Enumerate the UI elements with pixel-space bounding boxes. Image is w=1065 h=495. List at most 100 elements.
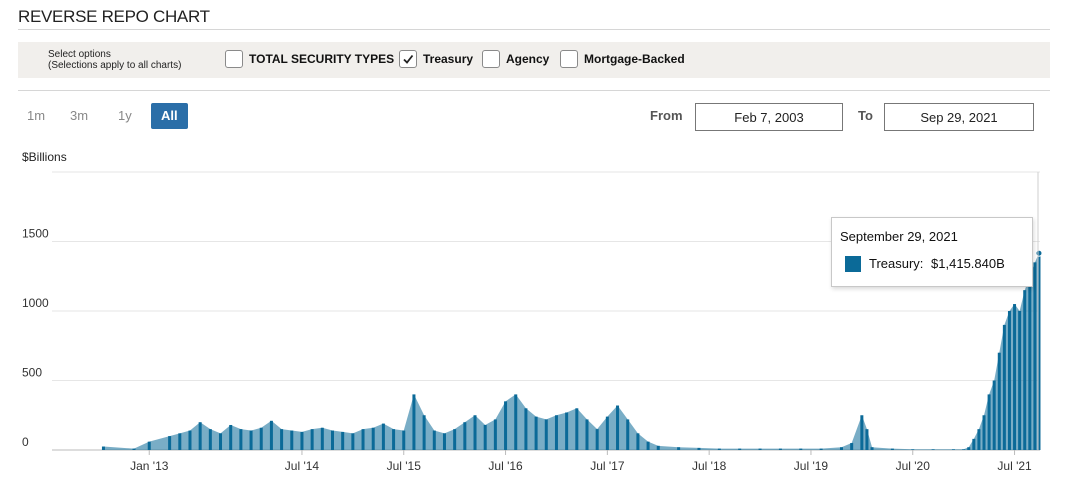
option-mortgage-backed[interactable]: Mortgage-Backed	[560, 50, 685, 68]
treasury-bar[interactable]	[219, 433, 223, 450]
treasury-bar[interactable]	[300, 431, 304, 450]
treasury-bar[interactable]	[738, 448, 742, 450]
treasury-bar[interactable]	[1023, 290, 1027, 450]
treasury-bar[interactable]	[616, 405, 620, 450]
treasury-bar[interactable]	[101, 446, 105, 450]
treasury-bar[interactable]	[554, 415, 558, 450]
treasury-bar[interactable]	[677, 447, 681, 450]
treasury-bar[interactable]	[717, 448, 721, 450]
treasury-bar[interactable]	[697, 447, 701, 450]
treasury-bar[interactable]	[626, 419, 630, 450]
range-button-1m[interactable]: 1m	[27, 108, 46, 123]
treasury-bar[interactable]	[432, 430, 436, 450]
treasury-bar[interactable]	[239, 429, 243, 450]
treasury-bar[interactable]	[870, 447, 874, 450]
treasury-bar[interactable]	[1028, 276, 1032, 450]
treasury-bar[interactable]	[147, 441, 151, 450]
treasury-bar[interactable]	[951, 449, 955, 450]
treasury-bar[interactable]	[1037, 253, 1041, 450]
treasury-bar[interactable]	[890, 448, 894, 450]
page-title: REVERSE REPO CHART	[18, 7, 210, 26]
treasury-bar[interactable]	[371, 427, 375, 450]
treasury-bar[interactable]	[473, 415, 477, 450]
range-button-1y[interactable]: 1y	[118, 108, 132, 123]
treasury-bar[interactable]	[865, 429, 869, 450]
treasury-bar[interactable]	[290, 430, 294, 450]
treasury-bar[interactable]	[962, 449, 966, 450]
treasury-bar[interactable]	[992, 380, 996, 451]
treasury-bar[interactable]	[860, 415, 864, 450]
treasury-bar[interactable]	[504, 401, 508, 450]
treasury-bar[interactable]	[605, 416, 609, 450]
treasury-bar[interactable]	[269, 420, 273, 450]
treasury-bar[interactable]	[850, 443, 854, 450]
treasury-bar[interactable]	[778, 448, 782, 450]
treasury-bar[interactable]	[656, 445, 660, 450]
treasury-bar[interactable]	[1002, 324, 1006, 450]
from-date-input[interactable]	[695, 103, 843, 131]
treasury-bar[interactable]	[1018, 311, 1022, 450]
checkbox-total-security-types[interactable]	[225, 50, 243, 68]
treasury-bar[interactable]	[524, 408, 528, 450]
treasury-bar[interactable]	[636, 433, 640, 450]
treasury-bar[interactable]	[330, 430, 334, 450]
treasury-bar[interactable]	[412, 394, 416, 450]
treasury-bar[interactable]	[188, 430, 192, 450]
treasury-bar[interactable]	[987, 394, 991, 450]
treasury-bar[interactable]	[575, 408, 579, 450]
checkbox-agency[interactable]	[482, 50, 500, 68]
treasury-bar[interactable]	[249, 430, 253, 450]
treasury-bar[interactable]	[646, 441, 650, 450]
treasury-bar[interactable]	[422, 415, 426, 450]
treasury-bar[interactable]	[819, 448, 823, 450]
treasury-bar[interactable]	[493, 419, 497, 450]
treasury-bar[interactable]	[911, 449, 915, 450]
treasury-bar[interactable]	[1013, 304, 1017, 450]
treasury-bar[interactable]	[168, 436, 172, 450]
treasury-bar[interactable]	[585, 419, 589, 450]
treasury-bar[interactable]	[132, 448, 136, 450]
range-button-3m[interactable]: 3m	[70, 108, 89, 123]
treasury-bar[interactable]	[463, 422, 467, 450]
treasury-bar[interactable]	[1007, 311, 1011, 450]
option-total-security-types[interactable]: TOTAL SECURITY TYPES	[225, 50, 394, 68]
treasury-bar[interactable]	[799, 448, 803, 450]
treasury-bar[interactable]	[442, 433, 446, 450]
treasury-bar[interactable]	[229, 424, 233, 450]
treasury-bar[interactable]	[982, 415, 986, 450]
treasury-bar[interactable]	[453, 429, 457, 450]
treasury-bar[interactable]	[534, 416, 538, 450]
treasury-bar[interactable]	[931, 449, 935, 450]
treasury-bar[interactable]	[198, 422, 202, 450]
treasury-bar[interactable]	[972, 438, 976, 450]
treasury-bar[interactable]	[839, 447, 843, 450]
treasury-bar[interactable]	[208, 429, 212, 450]
treasury-bar[interactable]	[381, 423, 385, 450]
treasury-bar[interactable]	[565, 412, 569, 450]
treasury-bar[interactable]	[341, 431, 345, 450]
treasury-bar[interactable]	[483, 424, 487, 450]
treasury-bar[interactable]	[1033, 262, 1037, 450]
range-button-all[interactable]: All	[151, 103, 188, 129]
treasury-bar[interactable]	[259, 427, 263, 450]
checkbox-treasury[interactable]	[399, 50, 417, 68]
treasury-bar[interactable]	[351, 433, 355, 450]
treasury-bar[interactable]	[310, 429, 314, 450]
treasury-bar[interactable]	[977, 429, 981, 450]
treasury-bar[interactable]	[178, 433, 182, 450]
treasury-bar[interactable]	[402, 430, 406, 450]
treasury-bar[interactable]	[544, 419, 548, 450]
treasury-bar[interactable]	[392, 429, 396, 450]
treasury-bar[interactable]	[514, 394, 518, 450]
treasury-bar[interactable]	[758, 448, 762, 450]
treasury-bar[interactable]	[595, 429, 599, 450]
treasury-bar[interactable]	[320, 427, 324, 450]
treasury-bar[interactable]	[361, 429, 365, 450]
treasury-bar[interactable]	[280, 429, 284, 450]
to-date-input[interactable]	[884, 103, 1034, 131]
checkbox-mortgage-backed[interactable]	[560, 50, 578, 68]
option-treasury[interactable]: Treasury	[399, 50, 473, 68]
treasury-bar[interactable]	[997, 352, 1001, 450]
option-agency[interactable]: Agency	[482, 50, 549, 68]
treasury-bar[interactable]	[967, 447, 971, 450]
